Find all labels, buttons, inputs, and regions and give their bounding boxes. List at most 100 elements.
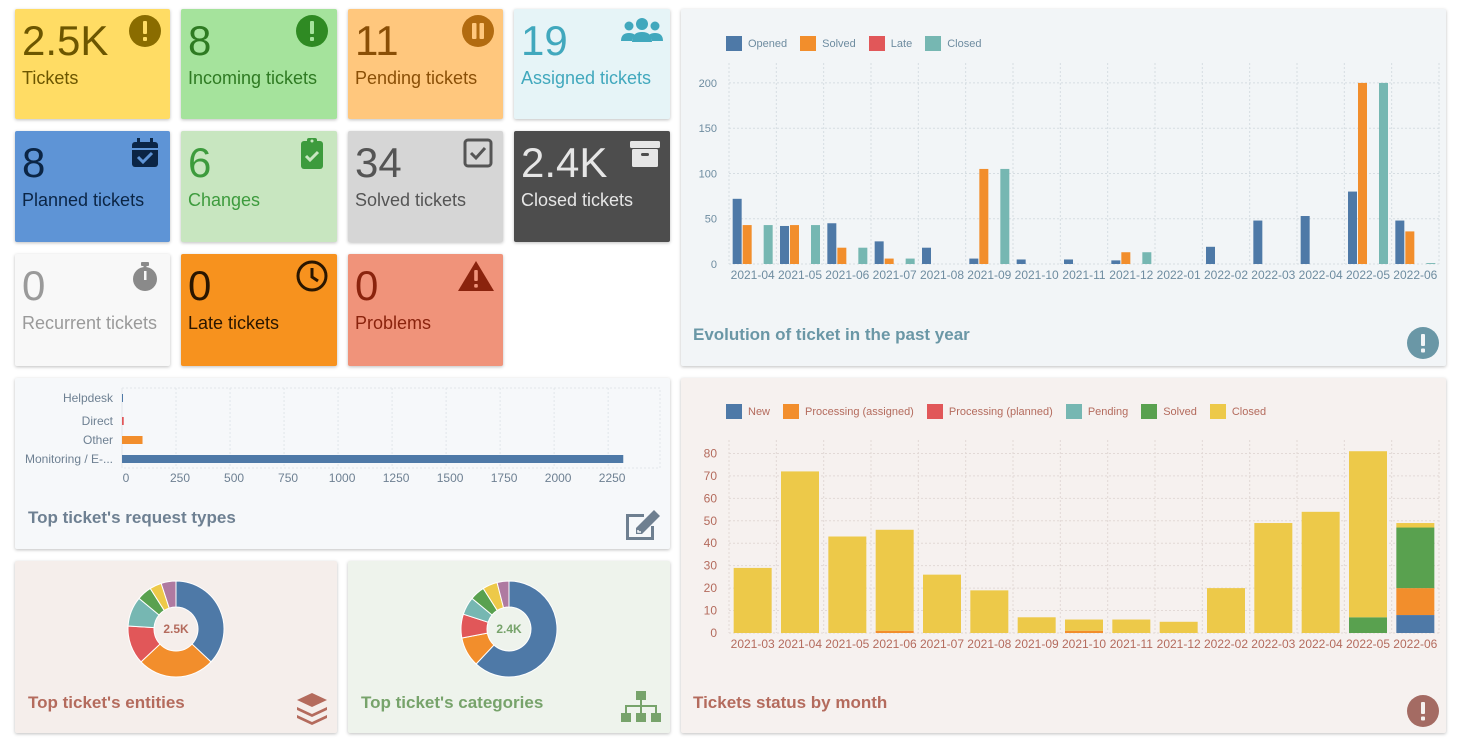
- counter-late[interactable]: 0 Late tickets: [181, 254, 337, 366]
- bar: [1301, 511, 1340, 633]
- counter-value: 2.5K: [22, 17, 109, 64]
- categories-donut-chart: 2.4K: [460, 580, 558, 678]
- counter-label: Changes: [188, 190, 261, 210]
- counter-value: 2.4K: [521, 139, 608, 186]
- x-tick-label: 1250: [383, 471, 410, 485]
- x-tick-label: 2021-04: [778, 637, 822, 651]
- counter-incoming[interactable]: 8 Incoming tickets: [181, 9, 337, 119]
- entities-donut-chart: 2.5K: [127, 580, 225, 678]
- bar: [1064, 259, 1073, 264]
- legend-label: Processing (assigned): [805, 405, 914, 418]
- users-icon: [620, 14, 664, 48]
- bar: [1207, 588, 1245, 633]
- y-tick-label: 40: [704, 536, 718, 550]
- bar: [1396, 588, 1435, 616]
- chart-legend: New Processing (assigned) Processing (pl…: [726, 404, 1266, 419]
- bar: [811, 225, 820, 264]
- counter-closed[interactable]: 2.4K Closed tickets: [514, 131, 670, 242]
- x-tick-label: 1000: [329, 471, 356, 485]
- counter-recurrent[interactable]: 0 Recurrent tickets: [15, 254, 170, 366]
- x-tick-label: 2021-10: [1015, 268, 1059, 282]
- counter-value: 0: [355, 262, 379, 309]
- legend-item[interactable]: Solved: [800, 36, 856, 51]
- legend-item[interactable]: Closed: [925, 36, 981, 51]
- widget-title: Top ticket's entities: [28, 693, 185, 712]
- counter-pending[interactable]: 11 Pending tickets: [348, 9, 503, 119]
- legend-swatch: [1209, 404, 1226, 419]
- counter-value: 0: [22, 262, 46, 309]
- legend-item[interactable]: Pending: [1065, 404, 1129, 419]
- y-tick-label: 10: [704, 604, 718, 618]
- counter-assigned[interactable]: 19 Assigned tickets: [514, 9, 670, 119]
- counter-label: Closed tickets: [521, 190, 634, 210]
- legend-label: Processing (planned): [948, 405, 1053, 418]
- widget-title: Top ticket's request types: [28, 508, 236, 527]
- y-tick-label: Helpdesk: [63, 391, 114, 405]
- clipboard-check-icon: [295, 136, 329, 170]
- exclamation-circle-icon: [1407, 695, 1439, 727]
- pie-slice: [496, 580, 510, 609]
- x-tick-label: 2022-05: [1346, 637, 1390, 651]
- donut-center-label: 2.5K: [163, 622, 189, 636]
- counter-problems[interactable]: 0 Problems: [348, 254, 503, 366]
- counter-label: Solved tickets: [355, 190, 467, 210]
- chart-legend: Opened Solved Late Closed: [726, 36, 981, 51]
- bar: [122, 417, 124, 425]
- legend-swatch: [1141, 404, 1158, 419]
- counter-solved[interactable]: 34 Solved tickets: [348, 131, 503, 242]
- counter-planned[interactable]: 8 Planned tickets: [15, 131, 170, 242]
- legend-item[interactable]: Late: [868, 36, 913, 51]
- x-tick-label: 2021-06: [825, 268, 869, 282]
- bar: [1065, 619, 1103, 631]
- pie-slice: [175, 580, 225, 663]
- bar: [837, 247, 847, 264]
- bar: [733, 567, 772, 633]
- y-tick-label: 70: [704, 469, 718, 483]
- counter-value: 8: [22, 139, 46, 186]
- legend-item[interactable]: Processing (assigned): [783, 404, 914, 419]
- counter-label: Planned tickets: [22, 190, 145, 210]
- sitemap-icon: [620, 691, 662, 725]
- legend-item[interactable]: Closed: [1209, 404, 1266, 419]
- legend-label: Pending: [1087, 405, 1129, 418]
- x-tick-label: 2022-03: [1251, 637, 1295, 651]
- bar: [1396, 523, 1435, 528]
- legend-item[interactable]: Opened: [726, 36, 787, 51]
- y-tick-label: 80: [704, 446, 718, 460]
- bar: [828, 536, 867, 633]
- x-tick-label: 2021-12: [1157, 637, 1201, 651]
- counter-label: Assigned tickets: [521, 68, 652, 88]
- widget-request-types: 0 250 500 750 1000 1250 1500 1750 2000 2250 Helpde…: [15, 378, 670, 549]
- widget-entities: 2.5K Top ticket's entities: [15, 561, 337, 733]
- legend-swatch: [1065, 404, 1082, 419]
- x-tick-label: 2022-06: [1393, 268, 1437, 282]
- bar: [1000, 168, 1010, 264]
- widget-categories: 2.4K Top ticket's categories: [348, 561, 670, 733]
- legend-item[interactable]: New: [726, 404, 770, 419]
- x-tick-label: 2022-06: [1393, 637, 1437, 651]
- counter-value: 34: [355, 139, 402, 186]
- x-tick-label: 2022-02: [1204, 268, 1248, 282]
- bar: [122, 455, 624, 463]
- bar: [1253, 220, 1263, 264]
- counter-changes[interactable]: 6 Changes: [181, 131, 337, 242]
- pie-slice: [475, 580, 558, 678]
- bar: [1065, 630, 1103, 633]
- legend-label: Late: [890, 37, 913, 50]
- bar: [1142, 252, 1152, 264]
- warning-triangle-icon: [457, 259, 495, 293]
- x-tick-label: 1750: [491, 471, 518, 485]
- x-tick-label: 2021-08: [967, 637, 1011, 651]
- y-tick-label: 30: [704, 559, 718, 573]
- x-tick-label: 2021-11: [1062, 268, 1105, 282]
- counter-value: 8: [188, 17, 212, 64]
- bar: [1349, 451, 1387, 618]
- bar: [732, 198, 742, 264]
- y-tick-label: Direct: [82, 414, 114, 428]
- legend-item[interactable]: Solved: [1141, 404, 1197, 419]
- x-tick-label: 2021-06: [873, 637, 917, 651]
- x-tick-label: 2021-03: [731, 637, 775, 651]
- bar: [1349, 617, 1387, 633]
- legend-item[interactable]: Processing (planned): [926, 404, 1053, 419]
- counter-tickets[interactable]: 2.5K Tickets: [15, 9, 170, 119]
